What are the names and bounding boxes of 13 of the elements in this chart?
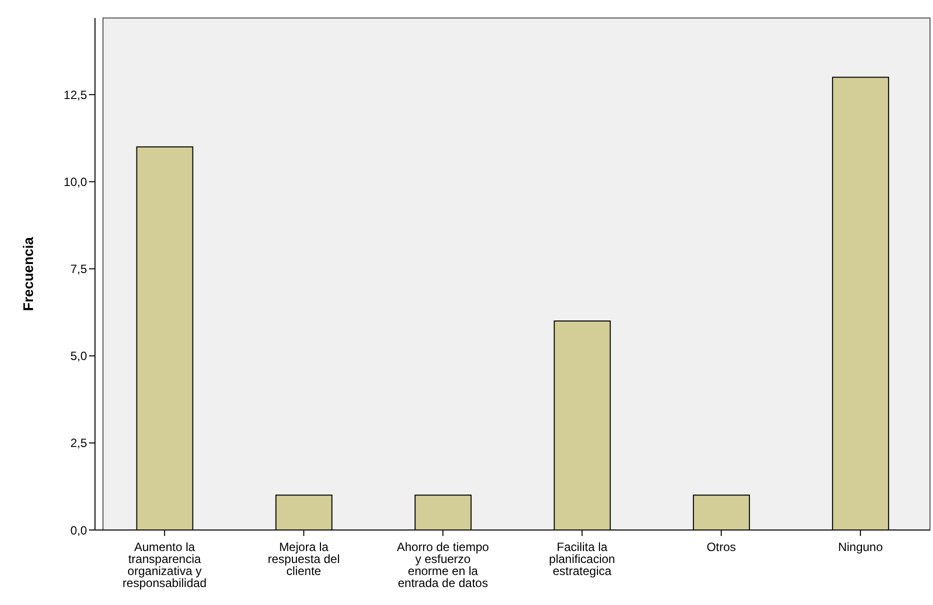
y-axis-title: Frecuencia (20, 236, 36, 311)
y-tick-label: 5,0 (70, 349, 88, 364)
y-tick-label: 7,5 (70, 262, 88, 276)
y-tick-label: 0,0 (70, 523, 88, 538)
x-tick-label: Ahorro de tiempo y esfuerzo enorme en la entrada de datos (396, 540, 490, 590)
x-tick-label: Otros (706, 540, 736, 554)
x-tick-label: Ninguno (838, 540, 884, 554)
y-tick-label: 2,5 (70, 436, 88, 450)
x-tick-label: Facilita la planificacion estrategica (549, 540, 616, 578)
x-tick-label: Aumento la transparencia organizativa y responsabilidad (122, 540, 207, 590)
y-tick-label: 10,0 (64, 174, 88, 189)
x-tick-label: Mejora la respuesta del cliente (268, 540, 340, 578)
y-tick-label: 12,5 (64, 88, 88, 102)
